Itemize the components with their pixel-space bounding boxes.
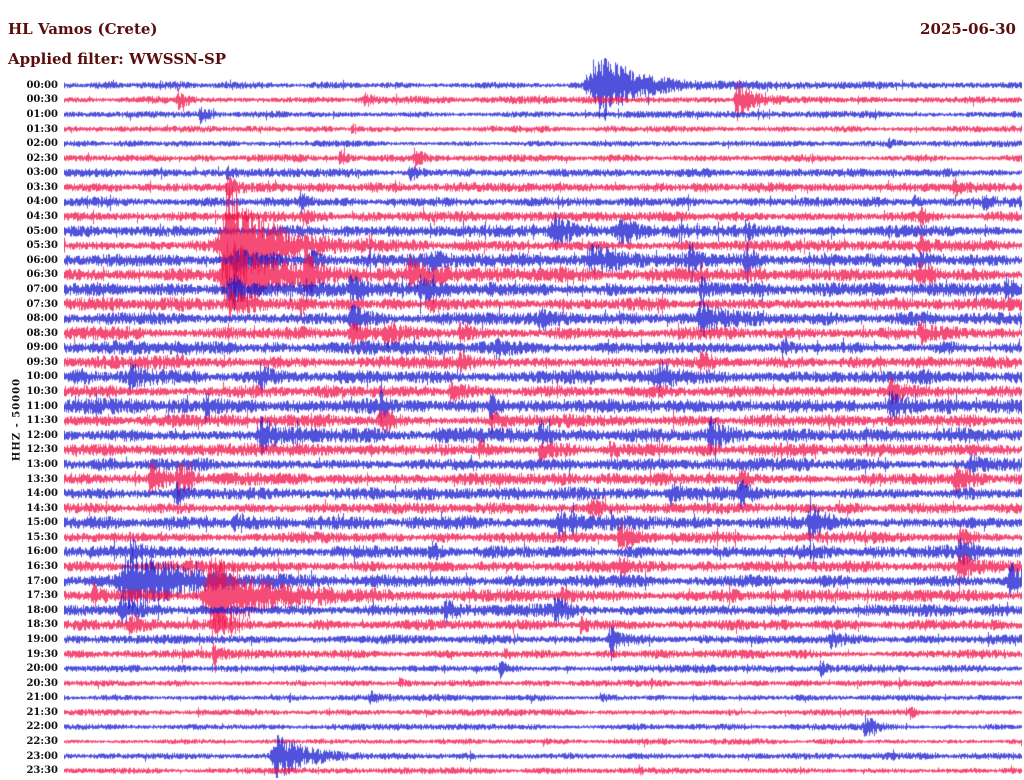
time-label: 05:00 — [26, 225, 58, 237]
time-label: 17:30 — [26, 590, 58, 602]
time-label: 19:00 — [26, 633, 58, 645]
station-title: HL Vamos (Crete) — [8, 20, 158, 38]
time-label: 03:30 — [26, 181, 58, 193]
time-label: 02:30 — [26, 152, 58, 164]
time-label: 08:30 — [26, 327, 58, 339]
time-label: 20:30 — [26, 677, 58, 689]
time-label: 16:30 — [26, 561, 58, 573]
time-label: 03:00 — [26, 167, 58, 179]
time-label: 04:30 — [26, 211, 58, 223]
time-label: 10:30 — [26, 386, 58, 398]
date-label: 2025-06-30 — [920, 20, 1016, 38]
time-label: 09:00 — [26, 342, 58, 354]
time-label: 07:00 — [26, 283, 58, 295]
time-label: 23:00 — [26, 750, 58, 762]
time-label: 08:00 — [26, 313, 58, 325]
time-label: 21:30 — [26, 706, 58, 718]
time-label: 07:30 — [26, 298, 58, 310]
time-label: 23:30 — [26, 765, 58, 777]
time-label: 15:30 — [26, 531, 58, 543]
time-label: 12:00 — [26, 429, 58, 441]
time-label: 18:00 — [26, 604, 58, 616]
time-label: 15:00 — [26, 517, 58, 529]
time-label: 20:00 — [26, 663, 58, 675]
time-label: 01:00 — [26, 108, 58, 120]
time-label: 22:00 — [26, 721, 58, 733]
time-label: 02:00 — [26, 138, 58, 150]
time-label: 16:00 — [26, 546, 58, 558]
time-label: 05:30 — [26, 240, 58, 252]
time-label: 06:00 — [26, 254, 58, 266]
time-label: 17:00 — [26, 575, 58, 587]
time-label: 14:30 — [26, 502, 58, 514]
time-label: 14:00 — [26, 488, 58, 500]
helicorder-canvas — [64, 58, 1022, 778]
time-label: 04:00 — [26, 196, 58, 208]
time-label: 00:30 — [26, 94, 58, 106]
time-label: 19:30 — [26, 648, 58, 660]
time-label: 13:00 — [26, 458, 58, 470]
time-label: 11:00 — [26, 400, 58, 412]
time-label: 11:30 — [26, 415, 58, 427]
time-label: 10:00 — [26, 371, 58, 383]
time-label: 09:30 — [26, 356, 58, 368]
time-label: 06:30 — [26, 269, 58, 281]
time-label: 21:00 — [26, 692, 58, 704]
time-label: 13:30 — [26, 473, 58, 485]
time-label: 18:30 — [26, 619, 58, 631]
time-label: 01:30 — [26, 123, 58, 135]
time-label: 00:00 — [26, 79, 58, 91]
time-label: 22:30 — [26, 736, 58, 748]
time-label: 12:30 — [26, 444, 58, 456]
